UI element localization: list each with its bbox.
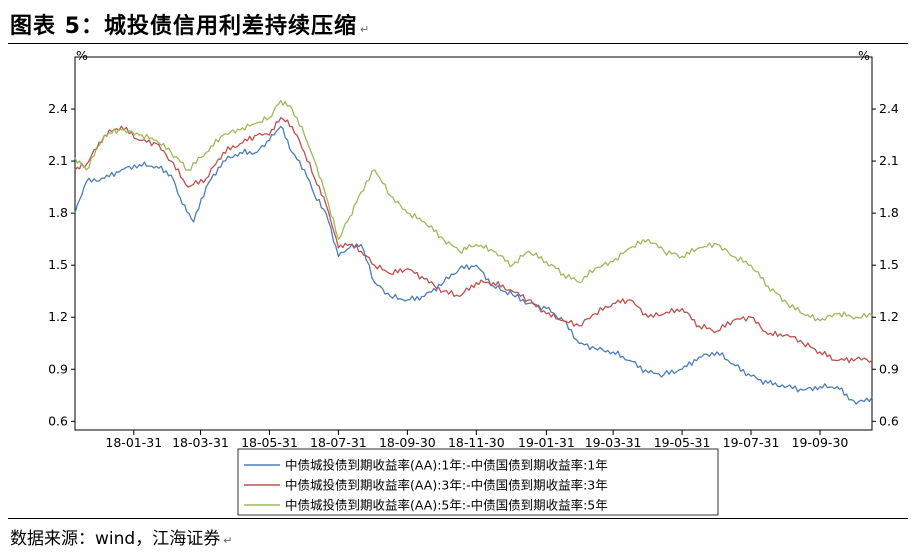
legend-entry-1: 中债城投债到期收益率(AA):1年:-中债国债到期收益率:1年: [285, 458, 608, 473]
return-mark-icon: ↵: [223, 534, 233, 547]
source-rule: [8, 518, 908, 519]
legend-frame: [237, 448, 719, 516]
x-tick-label: 18-01-31: [105, 435, 162, 450]
y-tick-label-left: 1.2: [48, 309, 68, 324]
title-rule: [8, 43, 908, 44]
y-tick-label-right: 0.9: [879, 361, 899, 376]
y-tick-label-left: 0.6: [48, 413, 68, 428]
series-line-3: [74, 99, 873, 322]
y-tick-label-left: 1.8: [48, 205, 68, 220]
x-tick-label: 19-09-30: [792, 435, 849, 450]
figure-title: 图表 5：城投债信用利差持续压缩 ↵: [10, 8, 370, 40]
y-tick-label-right: 0.6: [879, 413, 899, 428]
source-text: 数据来源：wind，江海证券: [10, 529, 221, 549]
figure-title-text: 图表 5：城投债信用利差持续压缩: [10, 14, 357, 39]
plot-area-frame: [74, 56, 873, 431]
x-tick-label: 18-07-31: [310, 435, 367, 450]
y-tick-label-left: 2.4: [48, 101, 68, 116]
series-line-1: [74, 125, 873, 405]
series-lines: [74, 99, 873, 405]
legend-entry-2: 中债城投债到期收益率(AA):3年:-中债国债到期收益率:3年: [285, 478, 608, 493]
y-tick-label-left: 1.5: [48, 257, 68, 272]
y-tick-label-right: 2.1: [879, 153, 899, 168]
series-line-2: [74, 117, 873, 364]
x-tick-label: 18-03-31: [172, 435, 229, 450]
x-tick-label: 19-01-31: [518, 435, 575, 450]
y-tick-label-left: 0.9: [48, 361, 68, 376]
y-tick-label-left: 2.1: [48, 153, 68, 168]
x-tick-label: 18-11-30: [448, 435, 505, 450]
y-tick-label-right: 1.2: [879, 309, 899, 324]
y-tick-label-right: 1.8: [879, 205, 899, 220]
x-tick-label: 18-05-31: [241, 435, 298, 450]
legend: 中债城投债到期收益率(AA):1年:-中债国债到期收益率:1年中债城投债到期收益…: [244, 458, 608, 513]
x-tick-label: 19-05-31: [654, 435, 711, 450]
x-tick-label: 19-03-31: [585, 435, 642, 450]
y-axis-unit-right: %: [858, 48, 870, 63]
x-tick-label: 18-09-30: [379, 435, 436, 450]
legend-entry-3: 中债城投债到期收益率(AA):5年:-中债国债到期收益率:5年: [285, 498, 608, 513]
y-axis-left: 0.6 0.9 1.2 1.5 1.8 2.1 2.4: [48, 101, 75, 428]
y-tick-label-right: 1.5: [879, 257, 899, 272]
y-axis-unit-left: %: [76, 48, 88, 63]
x-tick-label: 19-07-31: [723, 435, 780, 450]
source-note: 数据来源：wind，江海证券 ↵: [10, 524, 232, 549]
return-mark-icon: ↵: [359, 23, 371, 36]
y-tick-label-right: 2.4: [879, 101, 899, 116]
x-axis: 18-01-31 18-03-31 18-05-31 18-07-31 18-09-30…: [105, 430, 848, 450]
y-axis-right: 0.6 0.9 1.2 1.5 1.8 2.1 2.4: [872, 101, 899, 428]
